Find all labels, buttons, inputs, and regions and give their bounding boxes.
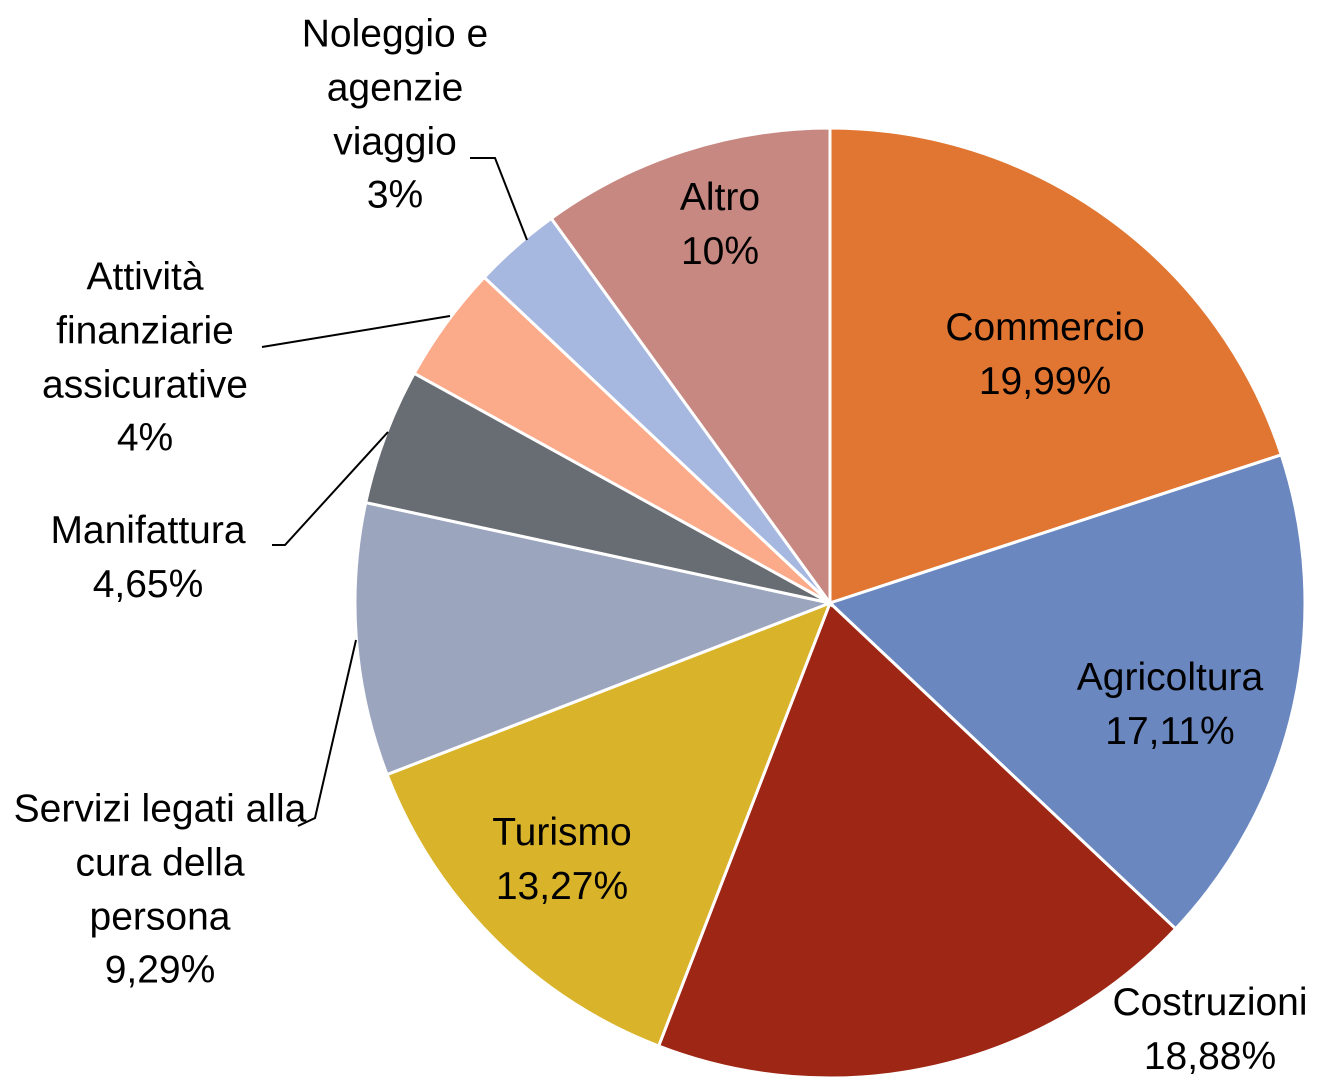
- category-name: Manifattura: [50, 509, 246, 553]
- leader-line: [470, 157, 528, 241]
- category-name: Costruzioni: [1112, 981, 1308, 1025]
- category-name: Altro: [679, 176, 761, 220]
- slice-label: Attività finanziarie assicurative 4%: [10, 250, 280, 465]
- category-name: Servizi legati alla cura della persona: [13, 787, 307, 938]
- value-label: 3%: [366, 173, 424, 217]
- slice-label: Manifattura 4,65%: [13, 504, 283, 612]
- value-label: 10%: [680, 230, 760, 273]
- category-name: Noleggio e agenzie viaggio: [301, 12, 489, 163]
- value-label: 4%: [116, 416, 174, 460]
- value-label: 13,27%: [495, 865, 629, 908]
- value-label: 19,99%: [978, 360, 1112, 403]
- pie-slice: [549, 126, 832, 608]
- value-label: 4,65%: [92, 563, 204, 606]
- leader-line: [297, 639, 357, 827]
- leader-line: [261, 315, 451, 348]
- category-name: Attività finanziarie assicurative: [42, 255, 248, 406]
- pie-slice: [656, 600, 1178, 1080]
- category-name: Agricoltura: [1076, 656, 1264, 700]
- slice-label: Altro 10%: [620, 171, 820, 279]
- value-label: 9,29%: [104, 948, 216, 992]
- slice-label: Noleggio e agenzie viaggio 3%: [270, 7, 520, 222]
- slice-label: Agricoltura 17,11%: [1045, 651, 1295, 759]
- slice-label: Servizi legati alla cura della persona 9,…: [5, 782, 315, 997]
- slice-label: Commercio 19,99%: [895, 301, 1195, 409]
- pie-slice: [827, 452, 1307, 931]
- pie-slice: [385, 600, 833, 1048]
- pie-slice: [828, 126, 1284, 606]
- category-name: Commercio: [945, 306, 1145, 350]
- slice-label: Turismo 13,27%: [432, 806, 692, 914]
- value-label: 17,11%: [1105, 710, 1235, 753]
- category-name: Turismo: [492, 811, 632, 855]
- leader-line: [272, 431, 389, 546]
- slice-label: Costruzioni 18,88%: [1080, 976, 1338, 1084]
- value-label: 18,88%: [1143, 1035, 1277, 1078]
